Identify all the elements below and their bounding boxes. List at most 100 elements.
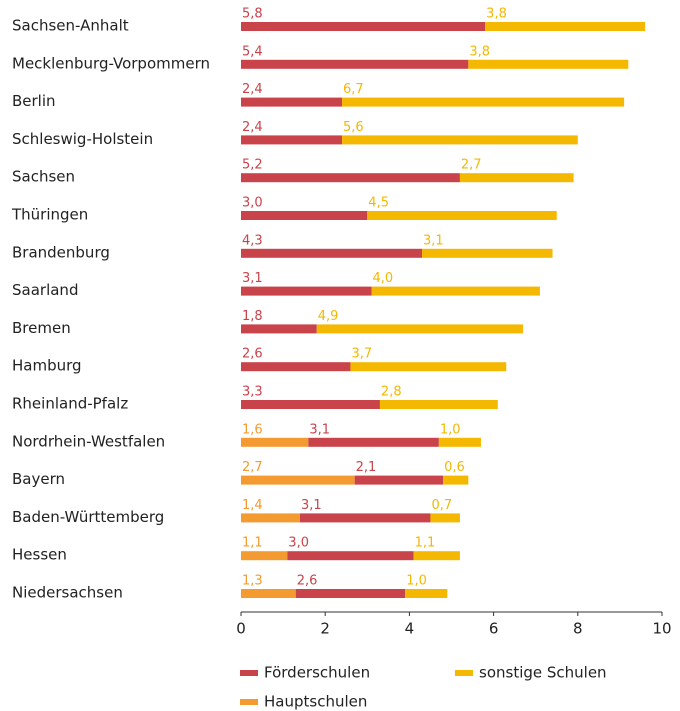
bar-segment	[485, 22, 646, 31]
value-label: 1,4	[242, 498, 263, 513]
value-label: 5,8	[242, 7, 263, 22]
value-label: 3,1	[423, 233, 444, 248]
value-label: 1,8	[242, 309, 263, 324]
bar-segment	[342, 97, 625, 107]
x-tick-label: 2	[320, 620, 330, 638]
value-label: 4,3	[242, 233, 263, 248]
bar-segment	[443, 475, 469, 485]
bar-segment	[241, 286, 372, 296]
value-label: 2,4	[242, 120, 263, 135]
value-label: 3,3	[242, 385, 263, 400]
bar-segment	[350, 362, 507, 372]
bar-segment	[299, 513, 431, 523]
bar-segment	[241, 589, 296, 598]
value-label: 2,4	[242, 82, 263, 97]
value-label: 4,0	[373, 271, 394, 286]
value-label: 3,1	[309, 422, 330, 437]
value-label: 1,3	[242, 574, 263, 589]
value-label: 2,7	[461, 158, 482, 173]
category-label: Niedersachsen	[12, 584, 123, 602]
bar-segment	[379, 400, 498, 409]
bar-segment	[241, 135, 343, 145]
value-label: 2,6	[242, 347, 263, 362]
legend-swatch	[240, 699, 258, 705]
value-label: 2,7	[242, 460, 263, 475]
category-label: Sachsen-Anhalt	[12, 17, 129, 35]
value-label: 3,8	[486, 7, 507, 22]
bar-segment	[241, 362, 351, 372]
bar-segment	[241, 513, 300, 523]
bar-segment	[354, 475, 444, 485]
bar-segment	[371, 286, 540, 296]
category-label: Bremen	[12, 319, 71, 337]
bar-segment	[241, 400, 380, 409]
category-label: Brandenburg	[12, 243, 110, 261]
value-label: 0,6	[444, 460, 465, 475]
x-tick-label: 4	[405, 620, 415, 638]
category-label: Baden-Württemberg	[12, 508, 164, 526]
legend-label: Förderschulen	[264, 664, 370, 682]
value-label: 3,0	[288, 536, 309, 551]
bar-segment	[241, 59, 469, 69]
value-label: 2,1	[356, 460, 377, 475]
bar-segment	[295, 589, 406, 598]
bar-segment	[241, 551, 288, 561]
category-label: Nordrhein-Westfalen	[12, 432, 165, 450]
value-label: 5,4	[242, 44, 263, 59]
value-label: 3,8	[469, 44, 490, 59]
bar-segment	[468, 59, 629, 69]
value-label: 6,7	[343, 82, 364, 97]
bar-segment	[241, 97, 343, 107]
legend-label: sonstige Schulen	[479, 664, 607, 682]
category-label: Bayern	[12, 470, 65, 488]
category-label: Thüringen	[11, 206, 88, 224]
bar-segment	[316, 324, 524, 334]
bar-segment	[405, 589, 448, 598]
bar-segment	[342, 135, 578, 145]
value-label: 5,2	[242, 158, 263, 173]
bar-segment	[287, 551, 414, 561]
value-label: 0,7	[431, 498, 452, 513]
value-label: 2,8	[381, 385, 402, 400]
value-label: 1,0	[440, 422, 461, 437]
legend-label: Hauptschulen	[264, 693, 367, 711]
value-label: 4,5	[368, 196, 389, 211]
value-label: 2,6	[297, 574, 318, 589]
legend-swatch	[240, 670, 258, 676]
bar-segment	[308, 437, 439, 447]
bar-segment	[459, 173, 574, 183]
value-label: 3,0	[242, 196, 263, 211]
value-label: 1,1	[242, 536, 263, 551]
value-label: 1,0	[406, 574, 427, 589]
category-label: Hessen	[12, 546, 67, 564]
bar-segment	[438, 437, 481, 447]
bar-segment	[241, 437, 309, 447]
category-label: Schleswig-Holstein	[12, 130, 153, 148]
bar-segment	[241, 475, 355, 485]
value-label: 3,7	[351, 347, 372, 362]
bar-segment	[241, 324, 317, 334]
value-label: 3,1	[301, 498, 322, 513]
x-tick-label: 8	[573, 620, 583, 638]
category-label: Hamburg	[12, 357, 82, 375]
category-label: Sachsen	[12, 168, 75, 186]
value-label: 5,6	[343, 120, 364, 135]
bar-segment	[430, 513, 460, 523]
x-tick-label: 0	[236, 620, 246, 638]
bar-segment	[367, 211, 557, 220]
x-tick-label: 6	[489, 620, 499, 638]
value-label: 4,9	[318, 309, 339, 324]
category-label: Mecklenburg-Vorpommern	[12, 54, 210, 72]
bar-segment	[413, 551, 460, 561]
category-label: Saarland	[12, 281, 78, 299]
bar-segment	[422, 248, 553, 258]
legend-swatch	[455, 670, 473, 676]
value-label: 1,1	[415, 536, 436, 551]
bar-segment	[241, 22, 486, 31]
x-tick-label: 10	[652, 620, 671, 638]
category-label: Berlin	[12, 92, 56, 110]
category-label: Rheinland-Pfalz	[12, 395, 128, 413]
bar-segment	[241, 173, 460, 183]
bar-segment	[241, 211, 368, 220]
